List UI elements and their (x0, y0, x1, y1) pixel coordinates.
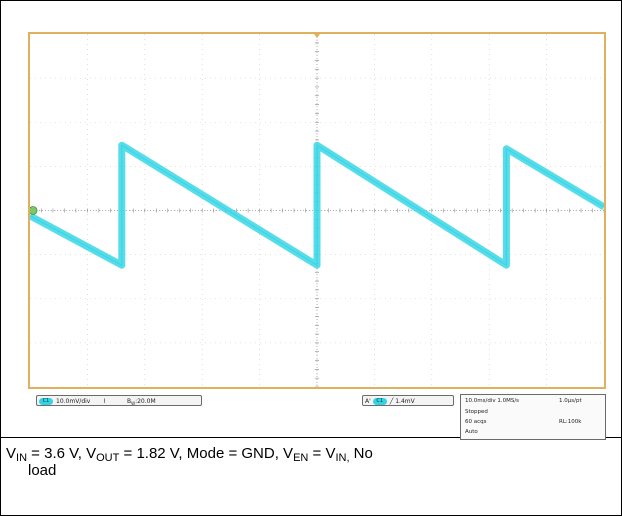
figure-caption: VIN = 3.6 V, VOUT = 1.82 V, Mode = GND, … (6, 445, 373, 479)
ch1-scale-value: 10.0mV/div (56, 398, 91, 405)
bandwidth-limit: BW:20.0M (127, 398, 156, 407)
acq-mode: Auto (465, 429, 478, 435)
acq-state: Stopped (465, 409, 488, 415)
ch1-scale-readout: C1 10.0mV/div ⌇ BW:20.0M (36, 395, 202, 406)
trigger-prefix: A' (365, 398, 371, 405)
caption-line-2: load (28, 462, 57, 479)
bandwidth-icon: ⌇ (103, 398, 106, 405)
ch1-badge: C1 (39, 398, 53, 405)
trigger-channel-badge: C1 (372, 398, 387, 405)
acquisition-readout: 10.0ms/div 1.0MS/s 1.0µs/pt Stopped 60 a… (460, 394, 606, 440)
caption-divider (0, 437, 621, 438)
trigger-level: 1.4mV (395, 398, 415, 405)
scope-status-bar: C1 10.0mV/div ⌇ BW:20.0M A' C1 ╱ 1.4mV 10.… (28, 392, 606, 440)
trigger-readout: A' C1 ╱ 1.4mV (362, 395, 454, 406)
waveform-trace (30, 144, 604, 267)
acq-timebase: 10.0ms/div 1.0MS/s (465, 398, 520, 404)
ground-level-marker (30, 206, 38, 215)
trigger-slope-icon: ╱ (389, 398, 394, 405)
acq-sample-interval: 1.0µs/pt (559, 398, 582, 404)
waveform-plot (30, 34, 604, 387)
acq-count: 60 acqs (465, 419, 487, 425)
acq-record-length: RL:100k (559, 419, 582, 425)
trigger-position-marker (314, 34, 320, 38)
oscilloscope-screen (28, 32, 606, 389)
